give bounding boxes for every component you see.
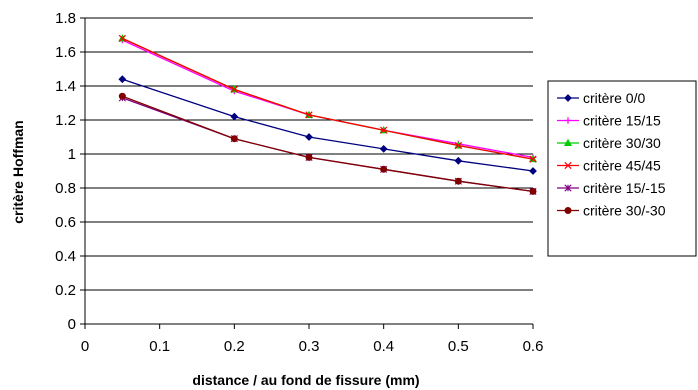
series-line	[122, 97, 534, 193]
x-tick-label: 0.4	[373, 338, 394, 355]
data-point	[305, 111, 313, 119]
x-tick-label: 0.2	[224, 338, 245, 355]
legend-label: critère 30/30	[583, 135, 661, 151]
y-tick-label: 1.8	[55, 10, 76, 27]
data-point	[230, 112, 239, 121]
data-point	[379, 144, 388, 153]
y-tick-label: 0	[68, 316, 76, 333]
y-tick-label: 0.4	[55, 248, 76, 265]
data-point	[305, 153, 313, 161]
data-point	[118, 92, 126, 100]
data-point	[454, 156, 463, 165]
series-5	[118, 92, 537, 195]
data-point	[118, 34, 126, 43]
series-lines	[118, 34, 538, 195]
data-point	[380, 126, 388, 134]
legend-swatch-marker	[564, 94, 572, 102]
y-tick-label: 1.6	[55, 44, 76, 61]
x-tick-label: 0.1	[149, 338, 170, 355]
legend-swatch-marker	[564, 117, 572, 124]
data-point	[529, 187, 537, 195]
data-point	[230, 135, 238, 143]
data-point	[118, 75, 127, 84]
x-tick-label: 0.6	[523, 338, 544, 355]
data-point	[454, 177, 462, 185]
data-point	[529, 167, 537, 175]
data-point	[454, 141, 462, 150]
y-tick-label: 0.6	[55, 214, 76, 231]
y-tick-label: 1.2	[55, 112, 76, 129]
x-tick-label: 0.5	[448, 338, 469, 355]
series-0	[118, 75, 537, 175]
series-line	[122, 37, 534, 160]
legend-swatch-marker	[563, 138, 573, 147]
x-tick-label: 0	[81, 338, 89, 355]
legend-label: critère 15/-15	[583, 180, 666, 196]
series-line	[122, 37, 534, 160]
legend-swatch-marker	[564, 207, 572, 214]
legend-swatch-marker	[564, 184, 572, 192]
legend: critère 0/0 critère 15/15 critère 30/30 cri…	[547, 80, 697, 257]
legend-item-2: critère 30/30	[557, 135, 661, 151]
legend-swatch-marker	[564, 161, 572, 170]
y-tick-label: 1	[68, 146, 76, 163]
legend-item-1: critère 15/15	[557, 113, 661, 129]
series-line	[122, 78, 534, 172]
series-4	[118, 94, 537, 195]
legend-label: critère 45/45	[583, 158, 661, 174]
legend-label: critère 30/-30	[583, 203, 666, 219]
legend-label: critère 15/15	[583, 113, 661, 129]
y-tick-label: 1.4	[55, 78, 76, 95]
legend-item-4: critère 15/-15	[557, 180, 666, 196]
series-3	[118, 34, 537, 163]
axes	[80, 17, 534, 329]
y-tick-label: 0.2	[55, 282, 76, 299]
legend-box	[547, 80, 697, 257]
data-point	[529, 155, 537, 163]
series-line	[122, 95, 534, 193]
legend-item-0: critère 0/0	[557, 90, 645, 106]
x-axis-title: distance / au fond de fissure (mm)	[192, 372, 419, 388]
legend-item-3: critère 45/45	[557, 158, 661, 174]
x-tick-label: 0.3	[299, 338, 320, 355]
data-point	[380, 165, 388, 173]
legend-item-5: critère 30/-30	[557, 203, 666, 219]
data-point	[305, 133, 313, 141]
data-point	[230, 85, 238, 94]
tick-labels: 0 0.2 0.4 0.6 0.8 1 1.2 1.4 1.6 1.8 0 0.1 0.2 0.3 0.4 0…	[55, 10, 543, 355]
y-tick-label: 0.8	[55, 180, 76, 197]
legend-label: critère 0/0	[583, 90, 645, 106]
y-axis-title: critère Hoffman	[10, 120, 26, 223]
